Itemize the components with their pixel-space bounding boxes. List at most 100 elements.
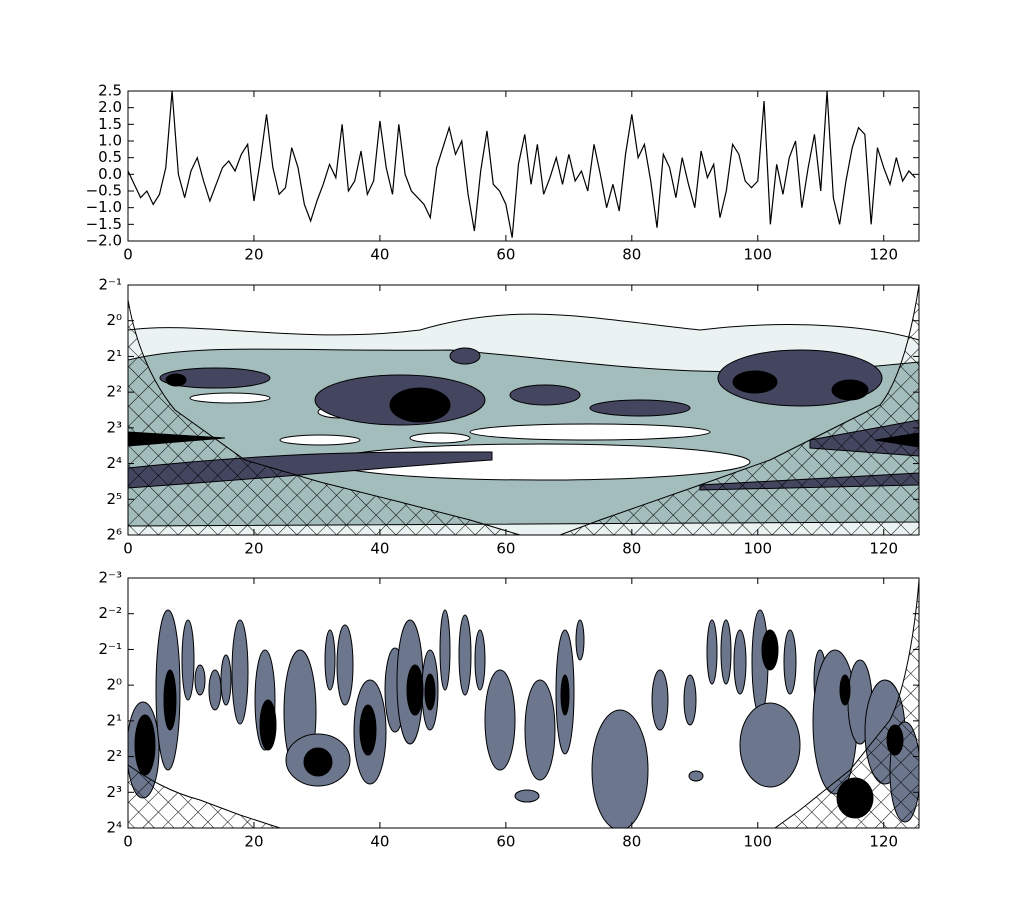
y-tick-label: −1.5 [86, 215, 122, 233]
contour-region [683, 674, 697, 726]
y-tick-label: 2⁰ [106, 311, 122, 329]
y-tick-label: 2² [106, 747, 122, 765]
y-tick-label: −1.0 [86, 198, 122, 216]
contour-region [524, 679, 556, 781]
contour-region [591, 709, 649, 828]
x-tick-label: 40 [370, 246, 389, 264]
contour-region [839, 674, 851, 706]
cone-of-influence [559, 285, 919, 535]
contour-region [651, 669, 669, 731]
contour-region [134, 714, 156, 776]
contour-region [279, 434, 361, 446]
y-tick-label: 2⁻¹ [99, 276, 122, 294]
contour-region [474, 629, 486, 691]
contour-region [706, 619, 718, 685]
contour-region [720, 619, 732, 685]
contour-region [732, 370, 778, 394]
x-tick-label: 60 [496, 833, 515, 851]
contour-region [514, 789, 540, 803]
y-tick-label: 2² [106, 383, 122, 401]
x-tick-label: 20 [244, 833, 263, 851]
contour-region [208, 669, 222, 711]
contour-region [688, 770, 704, 782]
y-tick-label: 0.5 [98, 148, 122, 166]
y-tick-label: 2³ [106, 783, 122, 801]
contour-region [303, 747, 333, 777]
contour-region [165, 373, 187, 387]
y-tick-label: 2⁻² [99, 604, 122, 622]
contour-region [439, 609, 451, 691]
cone-of-influence [774, 579, 919, 828]
x-tick-label: 40 [370, 540, 389, 558]
axes-frame [127, 284, 920, 536]
contour-region [231, 619, 249, 725]
axes-frame [127, 90, 920, 242]
contour-region [575, 619, 585, 661]
contour-region [783, 629, 797, 695]
y-tick-label: −2.0 [86, 232, 122, 250]
contour-panel [128, 285, 919, 535]
x-tick-label: 100 [743, 246, 772, 264]
contour-region [761, 629, 779, 671]
x-tick-label: 100 [743, 833, 772, 851]
x-tick-label: 80 [622, 833, 641, 851]
cone-group [128, 579, 919, 828]
y-tick-label: 2⁻¹ [99, 640, 122, 658]
y-tick-label: 1.0 [98, 132, 122, 150]
x-tick-label: 0 [123, 246, 133, 264]
contour-region [324, 629, 336, 691]
x-tick-label: 120 [869, 540, 898, 558]
y-tick-label: 2⁴ [106, 454, 122, 472]
contour-region [424, 673, 436, 711]
series-line [127, 90, 916, 238]
cone-of-influence [128, 299, 521, 535]
y-tick-label: 0.0 [98, 165, 122, 183]
cone-of-influence [128, 764, 281, 828]
y-tick-label: 1.5 [98, 115, 122, 133]
x-tick-label: 120 [869, 246, 898, 264]
contour-region [484, 669, 516, 771]
y-tick-label: 2¹ [106, 711, 122, 729]
axes-frame [127, 577, 920, 829]
x-tick-label: 20 [244, 246, 263, 264]
contour-region [409, 432, 471, 444]
x-tick-label: 80 [622, 540, 641, 558]
contour-region [194, 664, 206, 696]
y-tick-label: 2⁶ [106, 526, 122, 544]
contour-region [449, 347, 481, 365]
x-tick-label: 60 [496, 246, 515, 264]
contour-region [189, 392, 271, 404]
contour-region [359, 704, 377, 756]
contour-region [406, 664, 424, 716]
x-tick-label: 40 [370, 833, 389, 851]
y-tick-label: 2¹ [106, 347, 122, 365]
x-tick-label: 0 [123, 833, 133, 851]
contour-region [509, 384, 581, 406]
contour-region [220, 654, 232, 706]
contour-region [458, 614, 472, 696]
x-tick-label: 120 [869, 833, 898, 851]
contour-region [181, 619, 195, 701]
x-tick-label: 0 [123, 540, 133, 558]
y-tick-label: 2.5 [98, 82, 122, 100]
x-tick-label: 100 [743, 540, 772, 558]
y-tick-label: 2.0 [98, 98, 122, 116]
contour-region [389, 387, 451, 423]
y-tick-label: 2⁻³ [99, 569, 122, 587]
contour-region [336, 624, 354, 706]
contour-region [469, 423, 711, 441]
x-tick-label: 60 [496, 540, 515, 558]
x-tick-label: 20 [244, 540, 263, 558]
contour-region [739, 702, 801, 788]
y-tick-label: 2⁴ [106, 819, 122, 837]
contour-panel [128, 609, 919, 828]
contour-region [259, 699, 277, 751]
x-tick-label: 80 [622, 246, 641, 264]
y-tick-label: 2⁰ [106, 676, 122, 694]
contour-region [589, 399, 691, 417]
y-tick-label: −0.5 [86, 182, 122, 200]
contour-region [159, 367, 271, 389]
contour-region [733, 629, 747, 695]
y-tick-label: 2⁵ [106, 490, 122, 508]
